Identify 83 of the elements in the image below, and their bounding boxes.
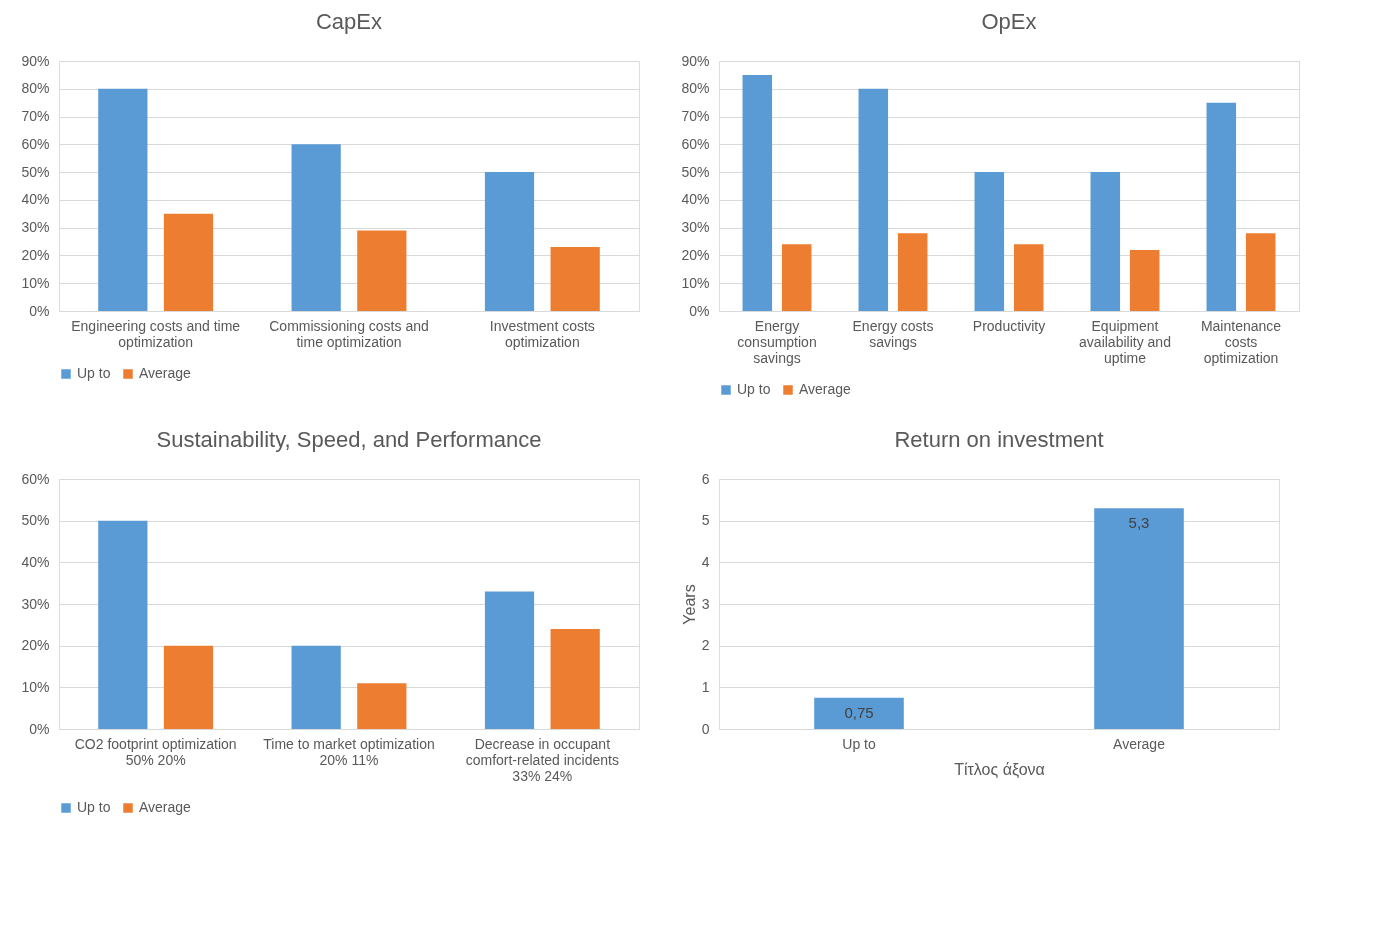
y-axis-title: Years — [680, 584, 698, 625]
x-tick-label: Energy costs savings — [852, 317, 934, 350]
bar — [1129, 249, 1160, 311]
bar — [163, 645, 214, 729]
x-tick-label: Time to market optimization 20% 11% — [263, 735, 435, 768]
bar — [1206, 102, 1237, 311]
y-tick-label: 60% — [681, 135, 710, 152]
legend-label: Average — [139, 799, 192, 815]
y-tick-label: 10% — [681, 274, 710, 291]
x-tick-label: Equipment availability and uptime — [1079, 317, 1171, 366]
bar — [974, 172, 1005, 311]
x-tick-label: Productivity — [972, 317, 1046, 334]
x-tick-label: Average — [1113, 735, 1166, 752]
y-tick-label: 90% — [21, 52, 50, 69]
y-tick-label: 6 — [701, 470, 710, 487]
y-tick-label: 80% — [21, 80, 50, 97]
x-tick-label: Commissioning costs and time optimization — [269, 317, 429, 350]
bar — [98, 88, 148, 311]
y-tick-label: 70% — [681, 108, 710, 125]
x-tick-label: CO2 footprint optimization 50% 20% — [74, 735, 237, 768]
y-tick-label: 3 — [701, 595, 710, 612]
y-tick-label: 20% — [681, 246, 710, 263]
y-tick-label: 60% — [21, 470, 50, 487]
y-tick-label: 80% — [681, 80, 710, 97]
chart-title: CapEx — [315, 9, 383, 34]
bar — [98, 520, 148, 729]
legend-label: Average — [139, 365, 192, 381]
x-tick-label: Maintenance costs optimization — [1200, 317, 1282, 366]
x-tick-label: Investment costs optimization — [489, 317, 595, 350]
bar — [1245, 233, 1276, 311]
bar — [484, 172, 535, 311]
y-tick-label: 5 — [701, 512, 710, 529]
legend-label: Up to — [737, 381, 771, 397]
legend-label: Up to — [77, 799, 111, 815]
y-tick-label: 20% — [21, 246, 50, 263]
bar — [163, 213, 214, 311]
y-tick-label: 90% — [681, 52, 710, 69]
bar — [1090, 172, 1121, 311]
y-tick-label: 2 — [701, 637, 710, 654]
data-label: 0,75 — [844, 703, 874, 721]
y-tick-label: 50% — [21, 163, 50, 180]
y-tick-label: 70% — [21, 108, 50, 125]
bar — [357, 683, 407, 729]
y-tick-label: 4 — [701, 553, 710, 570]
chart-title: OpEx — [981, 9, 1037, 34]
x-tick-label: Up to — [842, 735, 876, 752]
legend-label: Average — [799, 381, 852, 397]
bar — [858, 88, 889, 311]
bar — [357, 230, 407, 311]
y-tick-label: 10% — [21, 274, 50, 291]
bar — [550, 629, 600, 729]
y-tick-label: 40% — [21, 553, 50, 570]
y-tick-label: 50% — [681, 163, 710, 180]
y-tick-label: 10% — [21, 678, 50, 695]
bar — [742, 74, 773, 311]
y-tick-label: 30% — [21, 219, 50, 236]
y-tick-label: 50% — [21, 512, 50, 529]
data-label: 5,3 — [1128, 514, 1150, 532]
y-tick-label: 40% — [681, 191, 710, 208]
y-tick-label: 30% — [21, 595, 50, 612]
y-tick-label: 0% — [689, 302, 710, 319]
y-tick-label: 20% — [21, 637, 50, 654]
bar — [484, 591, 535, 729]
bar — [291, 144, 341, 311]
bar — [550, 247, 600, 311]
y-tick-label: 0 — [701, 720, 710, 737]
x-tick-label: Engineering costs and time optimization — [71, 317, 241, 350]
legend-label: Up to — [77, 365, 111, 381]
bar — [1013, 244, 1044, 311]
chart-title: Return on investment — [894, 427, 1104, 452]
y-tick-label: 60% — [21, 135, 50, 152]
bar — [291, 645, 341, 729]
y-tick-label: 40% — [21, 191, 50, 208]
y-tick-label: 0% — [29, 720, 50, 737]
chart-title: Sustainability, Speed, and Performance — [156, 427, 542, 452]
x-axis-title: Τίτλος άξονα — [954, 760, 1045, 779]
bar — [781, 244, 812, 311]
x-tick-label: Energy consumption savings — [737, 317, 817, 366]
bar — [897, 233, 928, 311]
y-tick-label: 0% — [29, 302, 50, 319]
y-tick-label: 1 — [701, 678, 710, 695]
x-tick-label: Decrease in occupant comfort-related incidents 33% 24% — [465, 735, 619, 784]
y-tick-label: 30% — [681, 219, 710, 236]
